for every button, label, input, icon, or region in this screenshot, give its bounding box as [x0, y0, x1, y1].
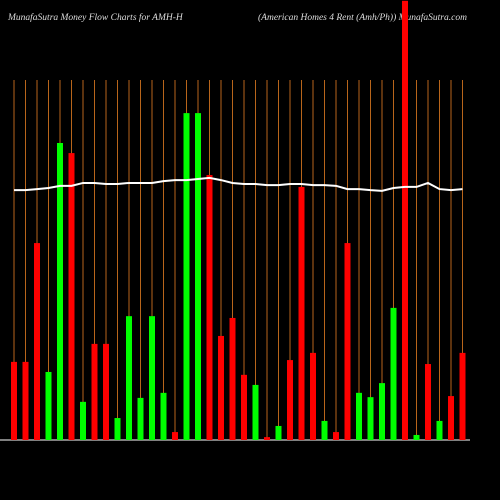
bar [436, 420, 443, 440]
bar [298, 186, 305, 440]
bar [183, 113, 190, 441]
bar [448, 396, 454, 440]
bar [356, 392, 362, 440]
bar [390, 307, 397, 440]
chart-title: MunafaSutra Money Flow Charts for AMH-H [7, 12, 184, 23]
bar [218, 335, 224, 440]
chart-subtitle: (American Homes 4 Rent (Amh/Ph)) MunafaS… [258, 12, 467, 23]
bar [413, 434, 420, 440]
bar [45, 371, 52, 440]
bar [310, 352, 316, 440]
bar [379, 383, 385, 440]
bar [11, 361, 17, 440]
bar [195, 113, 201, 441]
bar [425, 364, 431, 440]
bar [160, 392, 167, 440]
bar [252, 384, 259, 440]
bar [264, 437, 270, 440]
bar [287, 360, 293, 440]
bar [241, 374, 247, 440]
bar [137, 397, 144, 440]
bar [333, 432, 339, 440]
bar [68, 153, 75, 440]
bar [206, 175, 213, 441]
bar [275, 425, 282, 440]
bar [149, 316, 155, 440]
bar [321, 420, 328, 440]
bar [229, 317, 236, 440]
bar [459, 352, 466, 440]
bar [34, 243, 40, 440]
bar [114, 418, 121, 440]
bar [172, 432, 178, 440]
money-flow-line [14, 176, 463, 192]
bar [22, 361, 29, 440]
bar [103, 343, 109, 440]
bar [91, 343, 98, 440]
bar [402, 0, 408, 441]
bar [344, 243, 351, 440]
bar [57, 143, 63, 440]
bar [80, 401, 86, 440]
bar [126, 316, 132, 440]
bar [367, 397, 374, 440]
